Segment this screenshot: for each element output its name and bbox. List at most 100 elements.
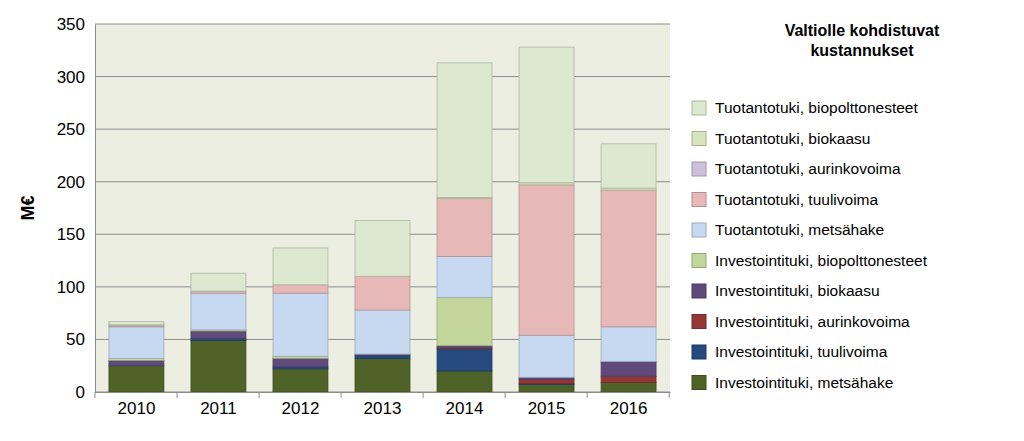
y-tick-label: 150	[57, 225, 85, 244]
legend-label: Tuotantotuki, tuulivoima	[715, 191, 879, 208]
bars	[109, 47, 656, 392]
y-axis-line	[95, 25, 96, 393]
legend-label: Investointituki, tuulivoima	[715, 343, 888, 360]
bar-segment	[437, 297, 492, 345]
legend-label: Tuotantotuki, biokaasu	[715, 130, 870, 147]
bar-segment	[109, 322, 164, 325]
bar-segment	[437, 349, 492, 371]
x-tick-label: 2014	[446, 399, 484, 418]
y-tick: 0	[76, 383, 95, 402]
bar-segment	[437, 198, 492, 199]
x-tick-label: 2010	[118, 399, 156, 418]
bar-segment	[191, 273, 246, 291]
bar-segment	[601, 327, 656, 362]
grid-line	[95, 181, 670, 182]
x-tick: 2013	[364, 392, 402, 418]
bar-segment	[437, 256, 492, 297]
legend-label: Investointituki, biopolttonesteet	[715, 252, 928, 269]
bar-segment	[273, 285, 328, 293]
y-tick-label: 0	[76, 383, 85, 402]
x-tick-label: 2013	[364, 399, 402, 418]
bar-segment	[109, 360, 164, 365]
bar-segment	[519, 185, 574, 335]
y-tick: 250	[57, 120, 95, 139]
bar-segment	[519, 379, 574, 383]
y-tick: 50	[66, 330, 95, 349]
legend-label: Tuotantotuki, biopolttonesteet	[715, 99, 918, 116]
legend-swatch	[692, 284, 706, 298]
x-tick: 2015	[528, 392, 566, 418]
bar-segment	[109, 366, 164, 392]
x-tick: 2010	[118, 392, 156, 418]
y-axis: 0 50 100 150 200 250 300 350	[57, 15, 96, 402]
grid	[95, 24, 670, 392]
bar-segment	[273, 369, 328, 392]
legend-swatch	[692, 376, 706, 390]
x-tick-label: 2011	[200, 399, 237, 418]
legend-swatch	[692, 132, 706, 146]
bar-segment	[601, 383, 656, 392]
y-tick-label: 200	[57, 173, 85, 192]
x-separator	[587, 392, 588, 398]
bar-segment	[273, 248, 328, 285]
bar-segment	[601, 362, 656, 377]
x-separator	[423, 392, 424, 398]
grid-line	[95, 129, 670, 130]
y-tick-label: 350	[57, 15, 85, 34]
x-separator	[259, 392, 260, 398]
bar-segment	[601, 376, 656, 382]
x-tick: 2014	[446, 392, 484, 418]
y-tick: 150	[57, 225, 95, 244]
legend: Tuotantotuki, biopolttonesteet Tuotantotu…	[692, 99, 928, 391]
bar-segment	[355, 276, 410, 310]
legend-label: Investointituki, aurinkovoima	[715, 313, 910, 330]
grid-line	[95, 76, 670, 77]
x-separator	[341, 392, 342, 398]
grid-line	[95, 24, 670, 25]
bar-segment	[601, 144, 656, 188]
bar-segment	[355, 221, 410, 277]
y-tick: 300	[57, 68, 95, 87]
legend-swatch	[692, 254, 706, 268]
x-separator	[669, 392, 670, 398]
x-tick-label: 2016	[610, 399, 648, 418]
legend-label: Investointituki, metsähake	[715, 374, 893, 391]
x-axis-line	[96, 392, 671, 393]
legend-swatch	[692, 193, 706, 207]
chart: 0501001502002503003502010201120122013201…	[0, 0, 1024, 441]
x-tick: 2011	[200, 392, 237, 418]
x-tick: 2016	[610, 392, 648, 418]
x-axis: 2010 2011 2012 2013 2014 2015 2016	[96, 392, 671, 418]
x-separator	[177, 392, 178, 398]
bar-segment	[191, 340, 246, 392]
bar-segment	[191, 293, 246, 330]
legend-swatch	[692, 315, 706, 329]
legend-label: Tuotantotuki, aurinkovoima	[715, 160, 901, 177]
x-separator	[95, 392, 96, 398]
bar-segment	[355, 355, 410, 358]
y-tick: 100	[57, 278, 95, 297]
bar-segment	[601, 190, 656, 327]
legend-label: Tuotantotuki, metsähake	[715, 221, 884, 238]
x-separator	[505, 392, 506, 398]
x-tick-label: 2015	[528, 399, 566, 418]
y-tick-label: 250	[57, 120, 85, 139]
bar-segment	[191, 331, 246, 338]
legend-swatch	[692, 223, 706, 237]
y-tick-label: 50	[66, 330, 85, 349]
bar-segment	[519, 335, 574, 377]
legend-swatch	[692, 345, 706, 359]
y-tick: 200	[57, 173, 95, 192]
legend-swatch	[692, 162, 706, 176]
bar-segment	[437, 371, 492, 392]
legend-label: Investointituki, biokaasu	[715, 282, 880, 299]
bar-segment	[273, 293, 328, 356]
bar-segment	[273, 358, 328, 366]
y-tick: 350	[57, 15, 95, 34]
bar-segment	[355, 358, 410, 392]
bar-segment	[437, 199, 492, 257]
x-tick-label: 2012	[282, 399, 320, 418]
y-axis-title: M€	[18, 195, 38, 220]
x-tick: 2012	[282, 392, 320, 418]
y-tick-label: 300	[57, 68, 85, 87]
